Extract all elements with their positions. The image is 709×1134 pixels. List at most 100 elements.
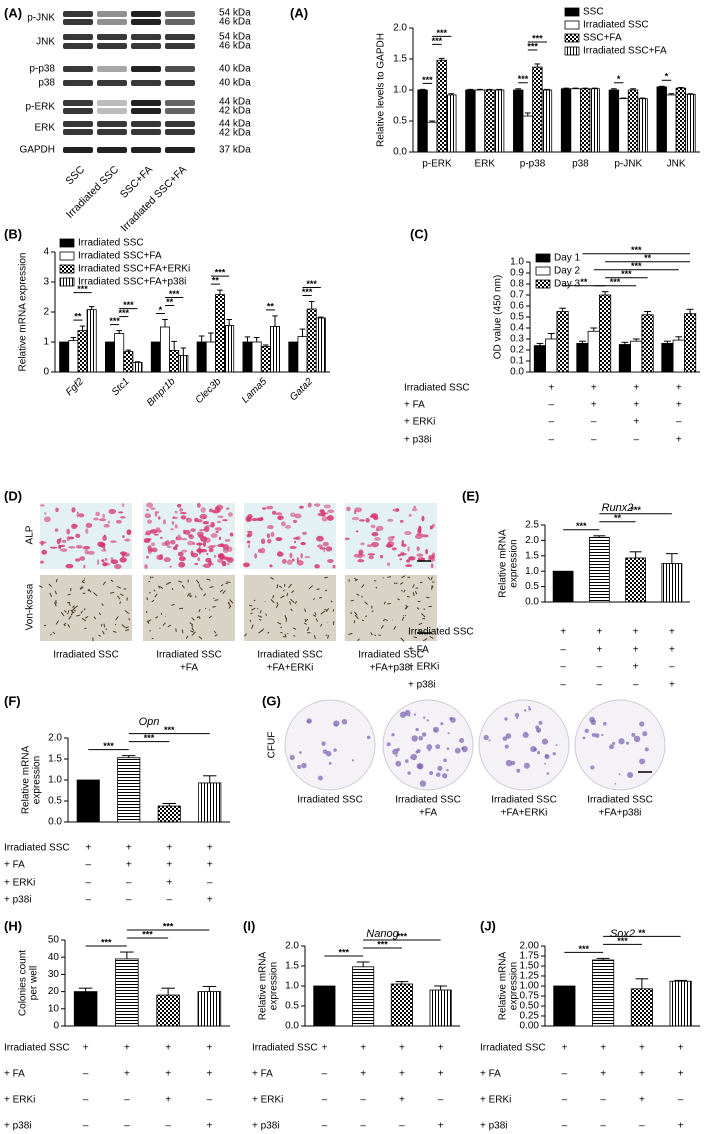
stain-cell: [275, 537, 283, 542]
stain-speck: [248, 604, 253, 607]
colony: [533, 747, 537, 752]
stain-speck: [354, 614, 359, 620]
colony: [443, 758, 447, 763]
blot-band: [165, 19, 195, 25]
condition-mark: –: [678, 1095, 684, 1106]
stain-cell: [357, 559, 365, 563]
y-tick-label: 1.0: [393, 85, 407, 96]
colony: [395, 754, 398, 757]
stain-cell: [408, 513, 412, 517]
stain-cell: [421, 534, 429, 538]
bar: [270, 325, 280, 373]
condition-mark: +: [678, 1043, 684, 1054]
significance-label: ***: [103, 741, 114, 751]
stain-speck: [350, 611, 353, 615]
stain-cell: [284, 524, 292, 529]
condition-mark: +: [639, 1043, 645, 1054]
colony: [555, 744, 558, 746]
stain-cell: [93, 517, 99, 521]
legend-label: Day 3: [554, 279, 581, 290]
legend-swatch: [535, 266, 551, 276]
stain-cell: [281, 558, 287, 564]
bar: [123, 351, 134, 373]
panel-label: (E): [462, 488, 479, 503]
condition-mark: +: [678, 1069, 684, 1080]
y-tick-label: 2.5: [525, 520, 539, 531]
stain-cell: [411, 508, 418, 512]
stain-speck: [116, 586, 122, 589]
stain-cell: [430, 563, 434, 568]
stain-cell: [224, 539, 231, 542]
stain-cell: [373, 537, 381, 541]
protein-label: JNK: [36, 37, 55, 48]
colony: [289, 754, 295, 761]
condition-mark: +: [207, 843, 213, 854]
colony: [633, 735, 641, 743]
stain-speck: [258, 618, 262, 621]
condition-mark: –: [562, 1069, 568, 1080]
colony: [537, 730, 539, 733]
stain-speck: [102, 630, 105, 635]
condition-mark: +: [591, 383, 597, 394]
significance-label: ***: [118, 308, 129, 318]
y-axis-label: Relative mRNA: [21, 746, 32, 815]
colony: [317, 775, 323, 781]
legend-swatch: [59, 238, 75, 248]
condition-label: Irradiated SSC: [404, 383, 470, 394]
significance-label: ***: [527, 41, 538, 51]
stain-cell: [177, 503, 182, 508]
y-tick-label: 2.0: [393, 23, 407, 34]
condition-mark: –: [207, 878, 213, 889]
condition-mark: +: [124, 1069, 130, 1080]
significance-label: ***: [302, 287, 313, 297]
colony: [591, 733, 596, 737]
significance-label: *: [617, 74, 621, 84]
stain-speck: [382, 619, 385, 622]
condition-mark: +: [633, 400, 639, 411]
bar: [436, 59, 447, 153]
stain-speck: [87, 589, 90, 592]
condition-mark: –: [322, 1121, 328, 1132]
stain-cell: [346, 506, 351, 512]
stain-cell: [400, 552, 407, 556]
stain-cell: [316, 535, 324, 542]
stain-speck: [191, 624, 194, 628]
stain-cell: [301, 531, 307, 536]
stain-cell: [368, 555, 375, 560]
bar: [625, 557, 646, 603]
stain-cell: [107, 520, 111, 524]
chart-title: Nanog: [366, 928, 399, 940]
condition-mark: –: [600, 1095, 606, 1106]
x-tick-label: Fgf2: [64, 376, 86, 398]
stain-cell: [314, 503, 321, 507]
y-tick-label: 1.75: [520, 951, 540, 962]
colony: [639, 721, 645, 727]
bar: [684, 313, 697, 373]
colony: [594, 733, 600, 738]
condition-mark: +: [596, 645, 602, 656]
y-tick-label: 1.0: [285, 981, 299, 992]
stain-speck: [267, 631, 270, 634]
stain-speck: [187, 593, 190, 597]
legend-label: Irradiated SSC+FA+ERKi: [78, 264, 190, 275]
significance-label: ***: [338, 947, 349, 957]
colony: [366, 735, 371, 740]
panel-label: (A): [290, 5, 308, 20]
stain-cell: [174, 510, 178, 514]
x-tick-label: p-ERK: [422, 159, 452, 170]
stain-image: [40, 575, 132, 641]
blot-band: [63, 108, 93, 114]
stain-cell: [267, 538, 272, 544]
condition-mark: –: [562, 1095, 568, 1106]
y-tick-label: 1.0: [525, 566, 539, 577]
colony: [535, 725, 540, 730]
condition-mark: +: [633, 383, 639, 394]
stain-cell: [270, 531, 275, 537]
stain-speck: [148, 580, 151, 583]
bar: [390, 983, 413, 1027]
protein-label: p-ERK: [26, 102, 56, 113]
stain-speck: [50, 633, 52, 636]
y-tick-label: 0.3: [510, 334, 524, 345]
stain-speck: [110, 591, 115, 594]
stain-cell: [227, 563, 230, 566]
